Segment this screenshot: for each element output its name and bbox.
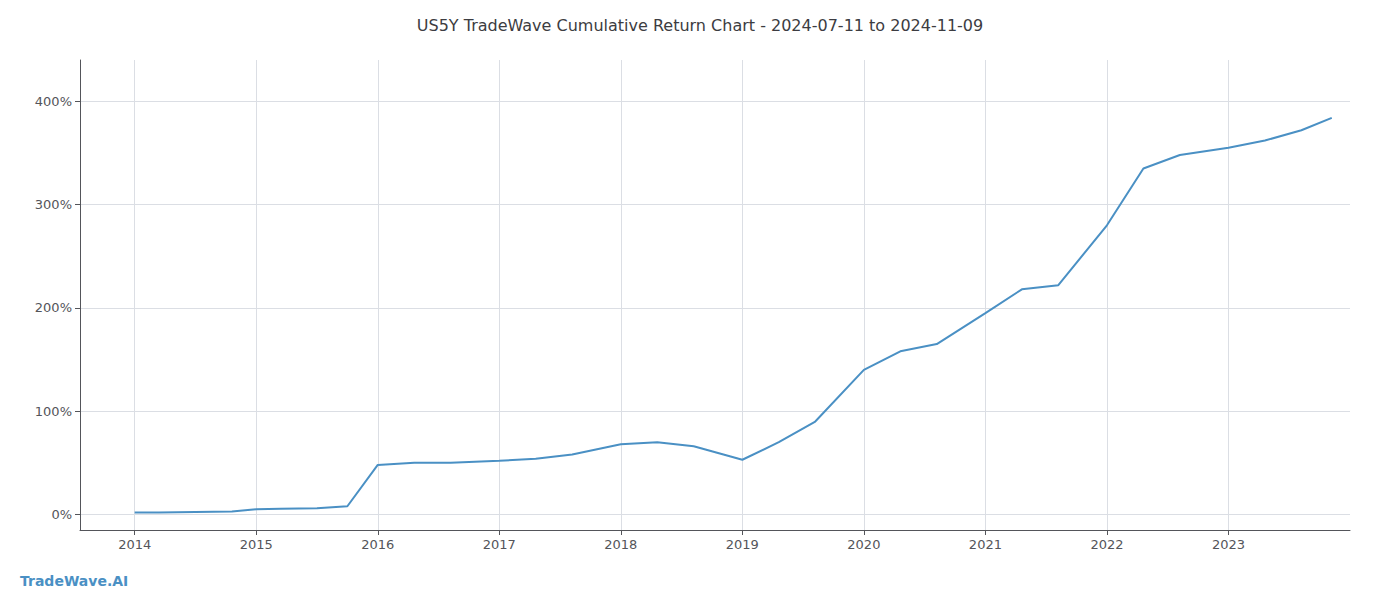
svg-text:US5Y TradeWave Cumulative Retu: US5Y TradeWave Cumulative Return Chart -… xyxy=(417,16,983,35)
svg-text:0%: 0% xyxy=(51,507,72,522)
svg-text:2016: 2016 xyxy=(361,537,394,552)
svg-text:100%: 100% xyxy=(35,404,72,419)
svg-text:2020: 2020 xyxy=(847,537,880,552)
svg-text:2014: 2014 xyxy=(118,537,151,552)
svg-text:2023: 2023 xyxy=(1212,537,1245,552)
svg-text:200%: 200% xyxy=(35,300,72,315)
svg-text:2015: 2015 xyxy=(240,537,273,552)
svg-text:400%: 400% xyxy=(35,94,72,109)
svg-text:300%: 300% xyxy=(35,197,72,212)
svg-text:2022: 2022 xyxy=(1090,537,1123,552)
svg-text:2021: 2021 xyxy=(969,537,1002,552)
svg-text:TradeWave.AI: TradeWave.AI xyxy=(20,573,128,589)
svg-text:2017: 2017 xyxy=(483,537,516,552)
svg-text:2018: 2018 xyxy=(604,537,637,552)
svg-text:2019: 2019 xyxy=(726,537,759,552)
